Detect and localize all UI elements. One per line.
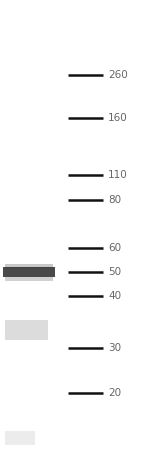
Text: 60: 60 <box>108 243 121 253</box>
Text: 40: 40 <box>108 291 121 301</box>
Text: 110: 110 <box>108 170 128 180</box>
Text: 30: 30 <box>108 343 121 353</box>
Bar <box>3 267 55 277</box>
Bar <box>5 264 53 268</box>
Bar <box>5 431 35 445</box>
Text: 260: 260 <box>108 70 128 80</box>
Text: 80: 80 <box>108 195 121 205</box>
Text: 50: 50 <box>108 267 121 277</box>
Text: 160: 160 <box>108 113 128 123</box>
Bar <box>5 277 53 281</box>
Bar <box>5 320 48 340</box>
Text: 20: 20 <box>108 388 121 398</box>
